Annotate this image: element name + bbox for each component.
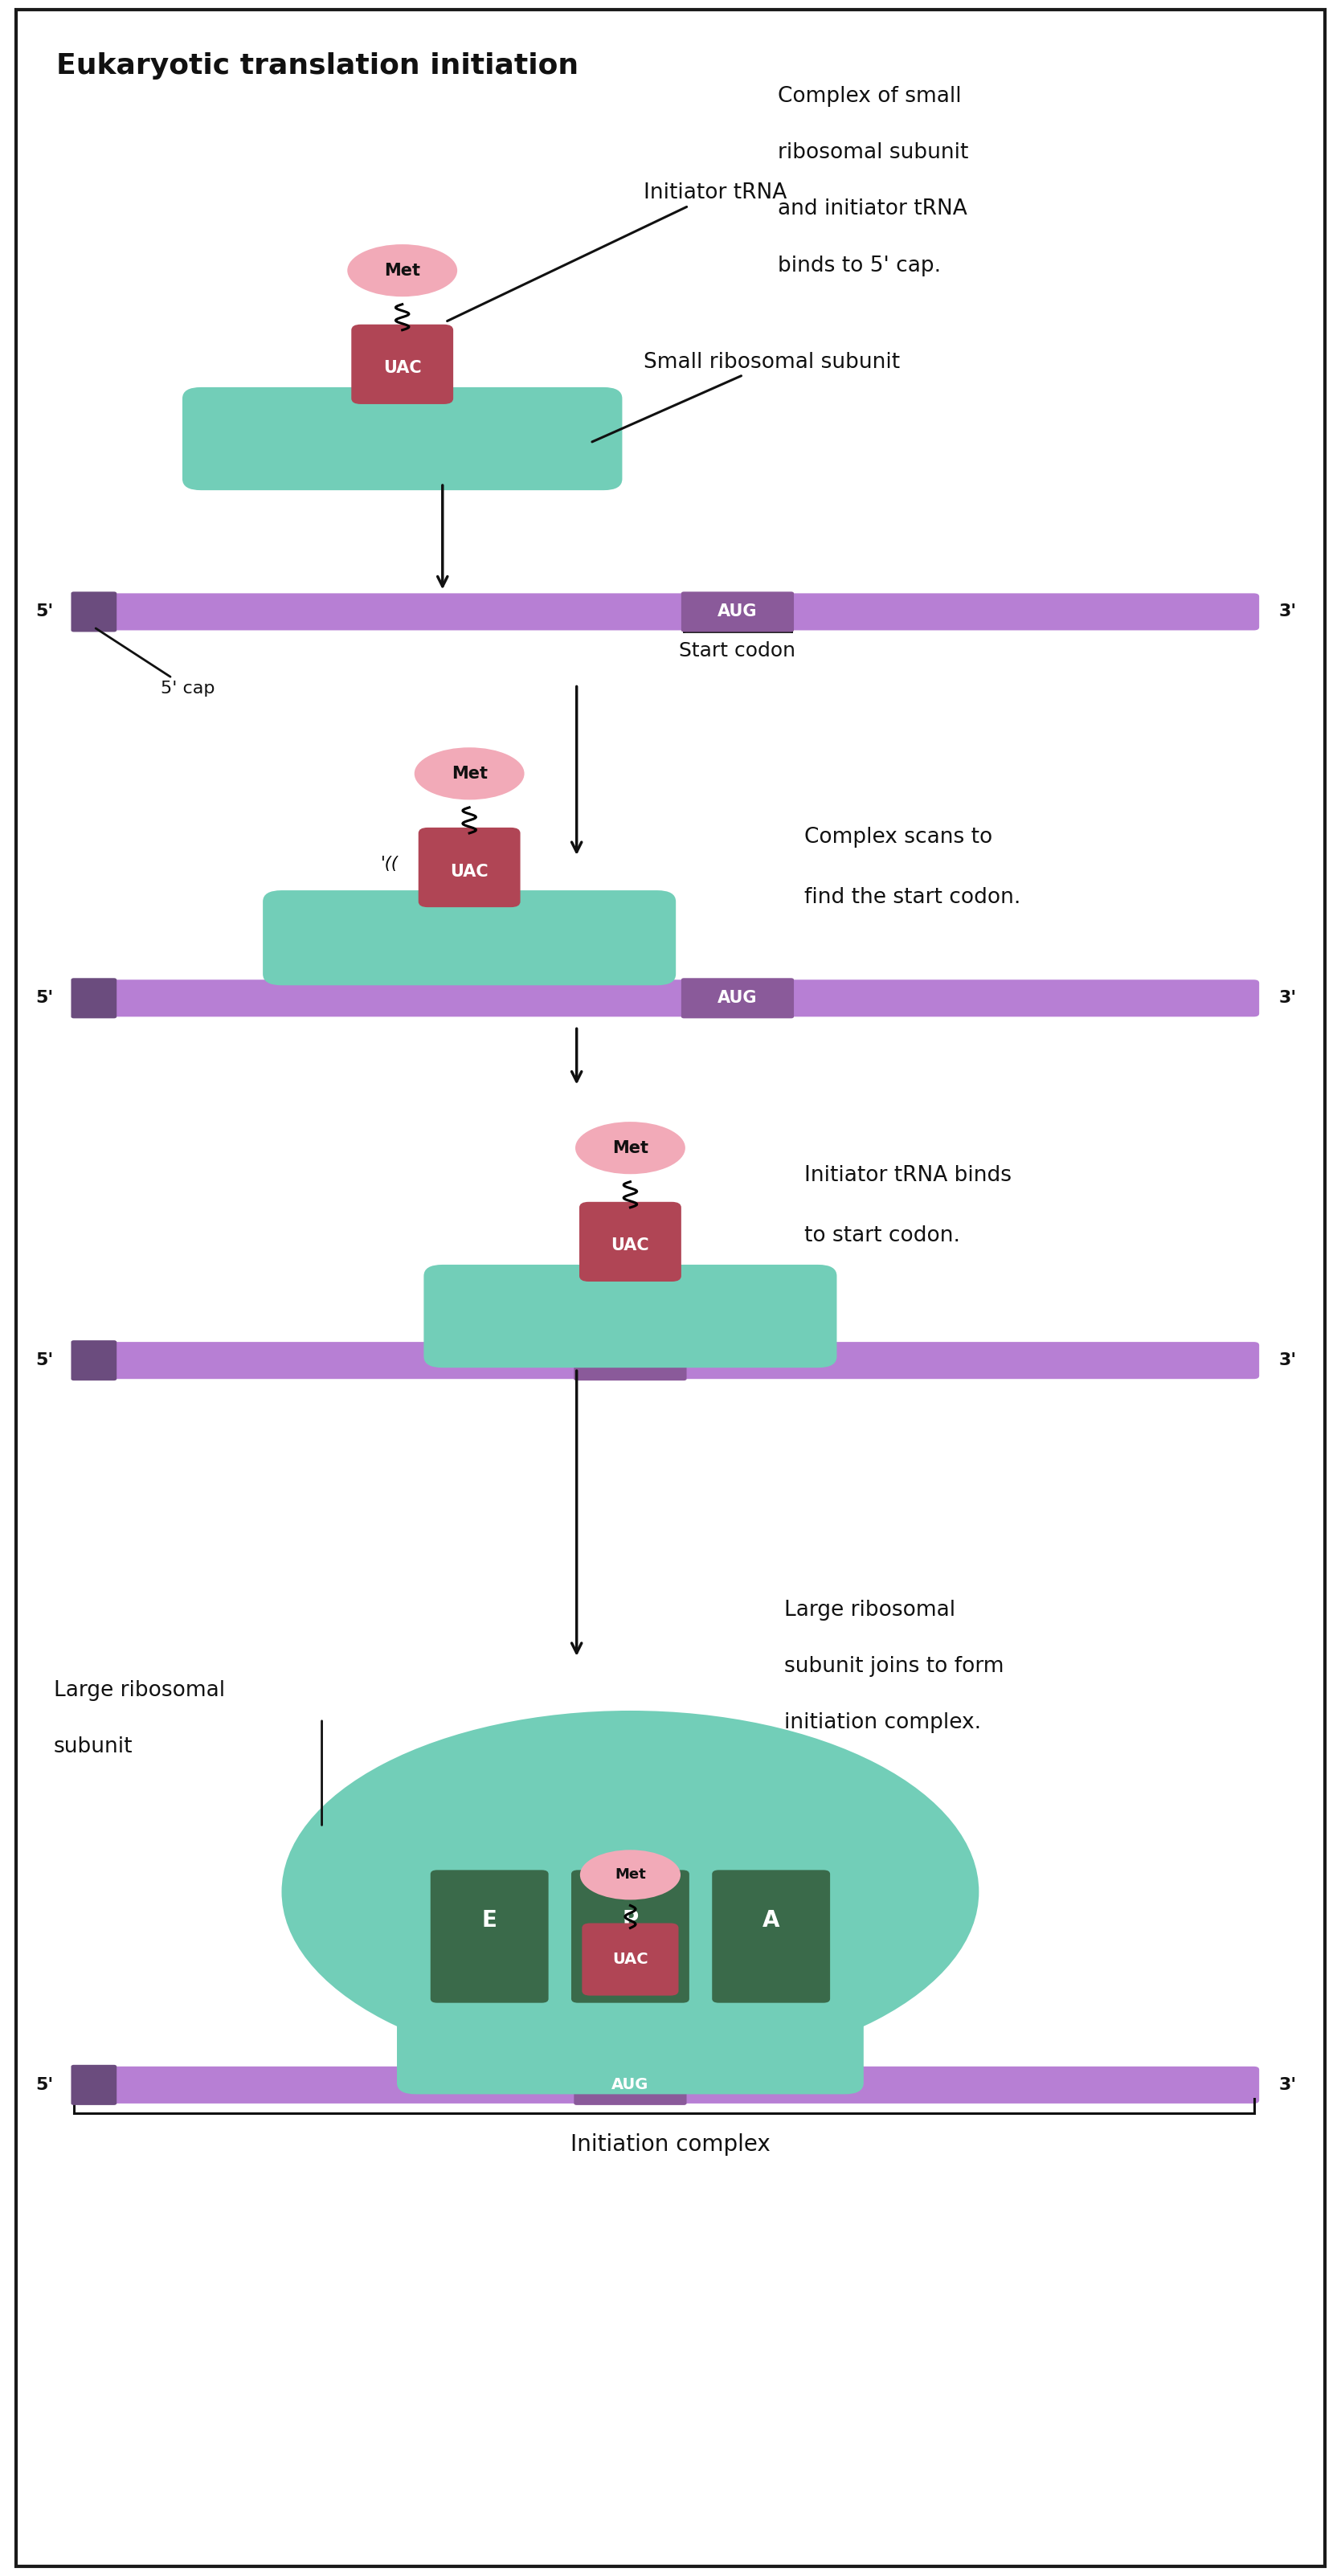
Text: 5': 5'	[35, 989, 54, 1007]
Text: Initiator tRNA: Initiator tRNA	[448, 183, 787, 322]
FancyBboxPatch shape	[582, 1924, 679, 1996]
FancyBboxPatch shape	[430, 1870, 548, 2004]
Text: Met: Met	[452, 765, 487, 781]
FancyBboxPatch shape	[397, 1986, 864, 2094]
FancyBboxPatch shape	[98, 592, 1259, 631]
Text: subunit: subunit	[54, 1736, 133, 1757]
FancyBboxPatch shape	[424, 1265, 837, 1368]
Text: UAC: UAC	[451, 863, 488, 878]
Text: Large ribosomal: Large ribosomal	[784, 1600, 956, 1620]
Text: 5': 5'	[35, 2076, 54, 2092]
FancyBboxPatch shape	[579, 1203, 681, 1283]
Ellipse shape	[575, 1121, 685, 1175]
Text: Large ribosomal: Large ribosomal	[54, 1680, 225, 1700]
Text: Eukaryotic translation initiation: Eukaryotic translation initiation	[56, 52, 579, 80]
FancyBboxPatch shape	[712, 1870, 830, 2004]
Text: AUG: AUG	[717, 603, 758, 621]
Text: Met: Met	[385, 263, 420, 278]
Text: '((: '((	[381, 855, 398, 871]
FancyBboxPatch shape	[71, 2066, 117, 2105]
Text: 3': 3'	[1278, 603, 1297, 621]
FancyBboxPatch shape	[351, 325, 453, 404]
Text: Start codon: Start codon	[680, 641, 795, 662]
Text: UAC: UAC	[613, 1953, 648, 1968]
FancyBboxPatch shape	[571, 1870, 689, 2004]
FancyBboxPatch shape	[98, 2066, 1259, 2105]
Text: subunit joins to form: subunit joins to form	[784, 1656, 1004, 1677]
Text: Complex of small: Complex of small	[778, 85, 961, 108]
Ellipse shape	[414, 747, 524, 799]
Text: initiation complex.: initiation complex.	[784, 1713, 982, 1734]
Text: 3': 3'	[1278, 1352, 1297, 1368]
Text: 3': 3'	[1278, 2076, 1297, 2092]
Text: UAC: UAC	[611, 1236, 649, 1255]
Text: 5': 5'	[35, 603, 54, 621]
Text: Complex scans to: Complex scans to	[805, 827, 992, 848]
Text: Met: Met	[613, 1141, 648, 1157]
Text: ribosomal subunit: ribosomal subunit	[778, 142, 968, 162]
FancyBboxPatch shape	[574, 1340, 687, 1381]
Text: AUG: AUG	[611, 2076, 649, 2092]
Text: Small ribosomal subunit: Small ribosomal subunit	[593, 353, 900, 443]
Text: Met: Met	[614, 1868, 646, 1883]
FancyBboxPatch shape	[418, 827, 520, 907]
Ellipse shape	[581, 1850, 681, 1901]
Ellipse shape	[347, 245, 457, 296]
FancyBboxPatch shape	[681, 592, 794, 631]
Text: Initiator tRNA binds: Initiator tRNA binds	[805, 1164, 1012, 1185]
FancyBboxPatch shape	[98, 979, 1259, 1018]
FancyBboxPatch shape	[98, 1342, 1259, 1378]
Text: 5' cap: 5' cap	[95, 629, 215, 696]
Text: AUG: AUG	[610, 1352, 650, 1368]
Text: and initiator tRNA: and initiator tRNA	[778, 198, 967, 219]
FancyBboxPatch shape	[681, 979, 794, 1018]
Ellipse shape	[282, 1710, 979, 2074]
Text: A: A	[763, 1909, 779, 1932]
FancyBboxPatch shape	[574, 2066, 687, 2105]
Text: E: E	[481, 1909, 498, 1932]
Text: AUG: AUG	[610, 2076, 650, 2092]
FancyBboxPatch shape	[182, 386, 622, 489]
Text: find the start codon.: find the start codon.	[805, 886, 1021, 907]
Text: Initiation complex: Initiation complex	[570, 2133, 771, 2156]
Text: binds to 5' cap.: binds to 5' cap.	[778, 255, 941, 276]
Text: 5': 5'	[35, 1352, 54, 1368]
Text: UAC: UAC	[384, 361, 421, 376]
FancyBboxPatch shape	[263, 891, 676, 987]
Text: to start codon.: to start codon.	[805, 1226, 960, 1247]
FancyBboxPatch shape	[71, 592, 117, 631]
Text: AUG: AUG	[717, 989, 758, 1007]
FancyBboxPatch shape	[71, 979, 117, 1018]
FancyBboxPatch shape	[71, 1340, 117, 1381]
Text: P: P	[622, 1909, 638, 1932]
Text: 3': 3'	[1278, 989, 1297, 1007]
